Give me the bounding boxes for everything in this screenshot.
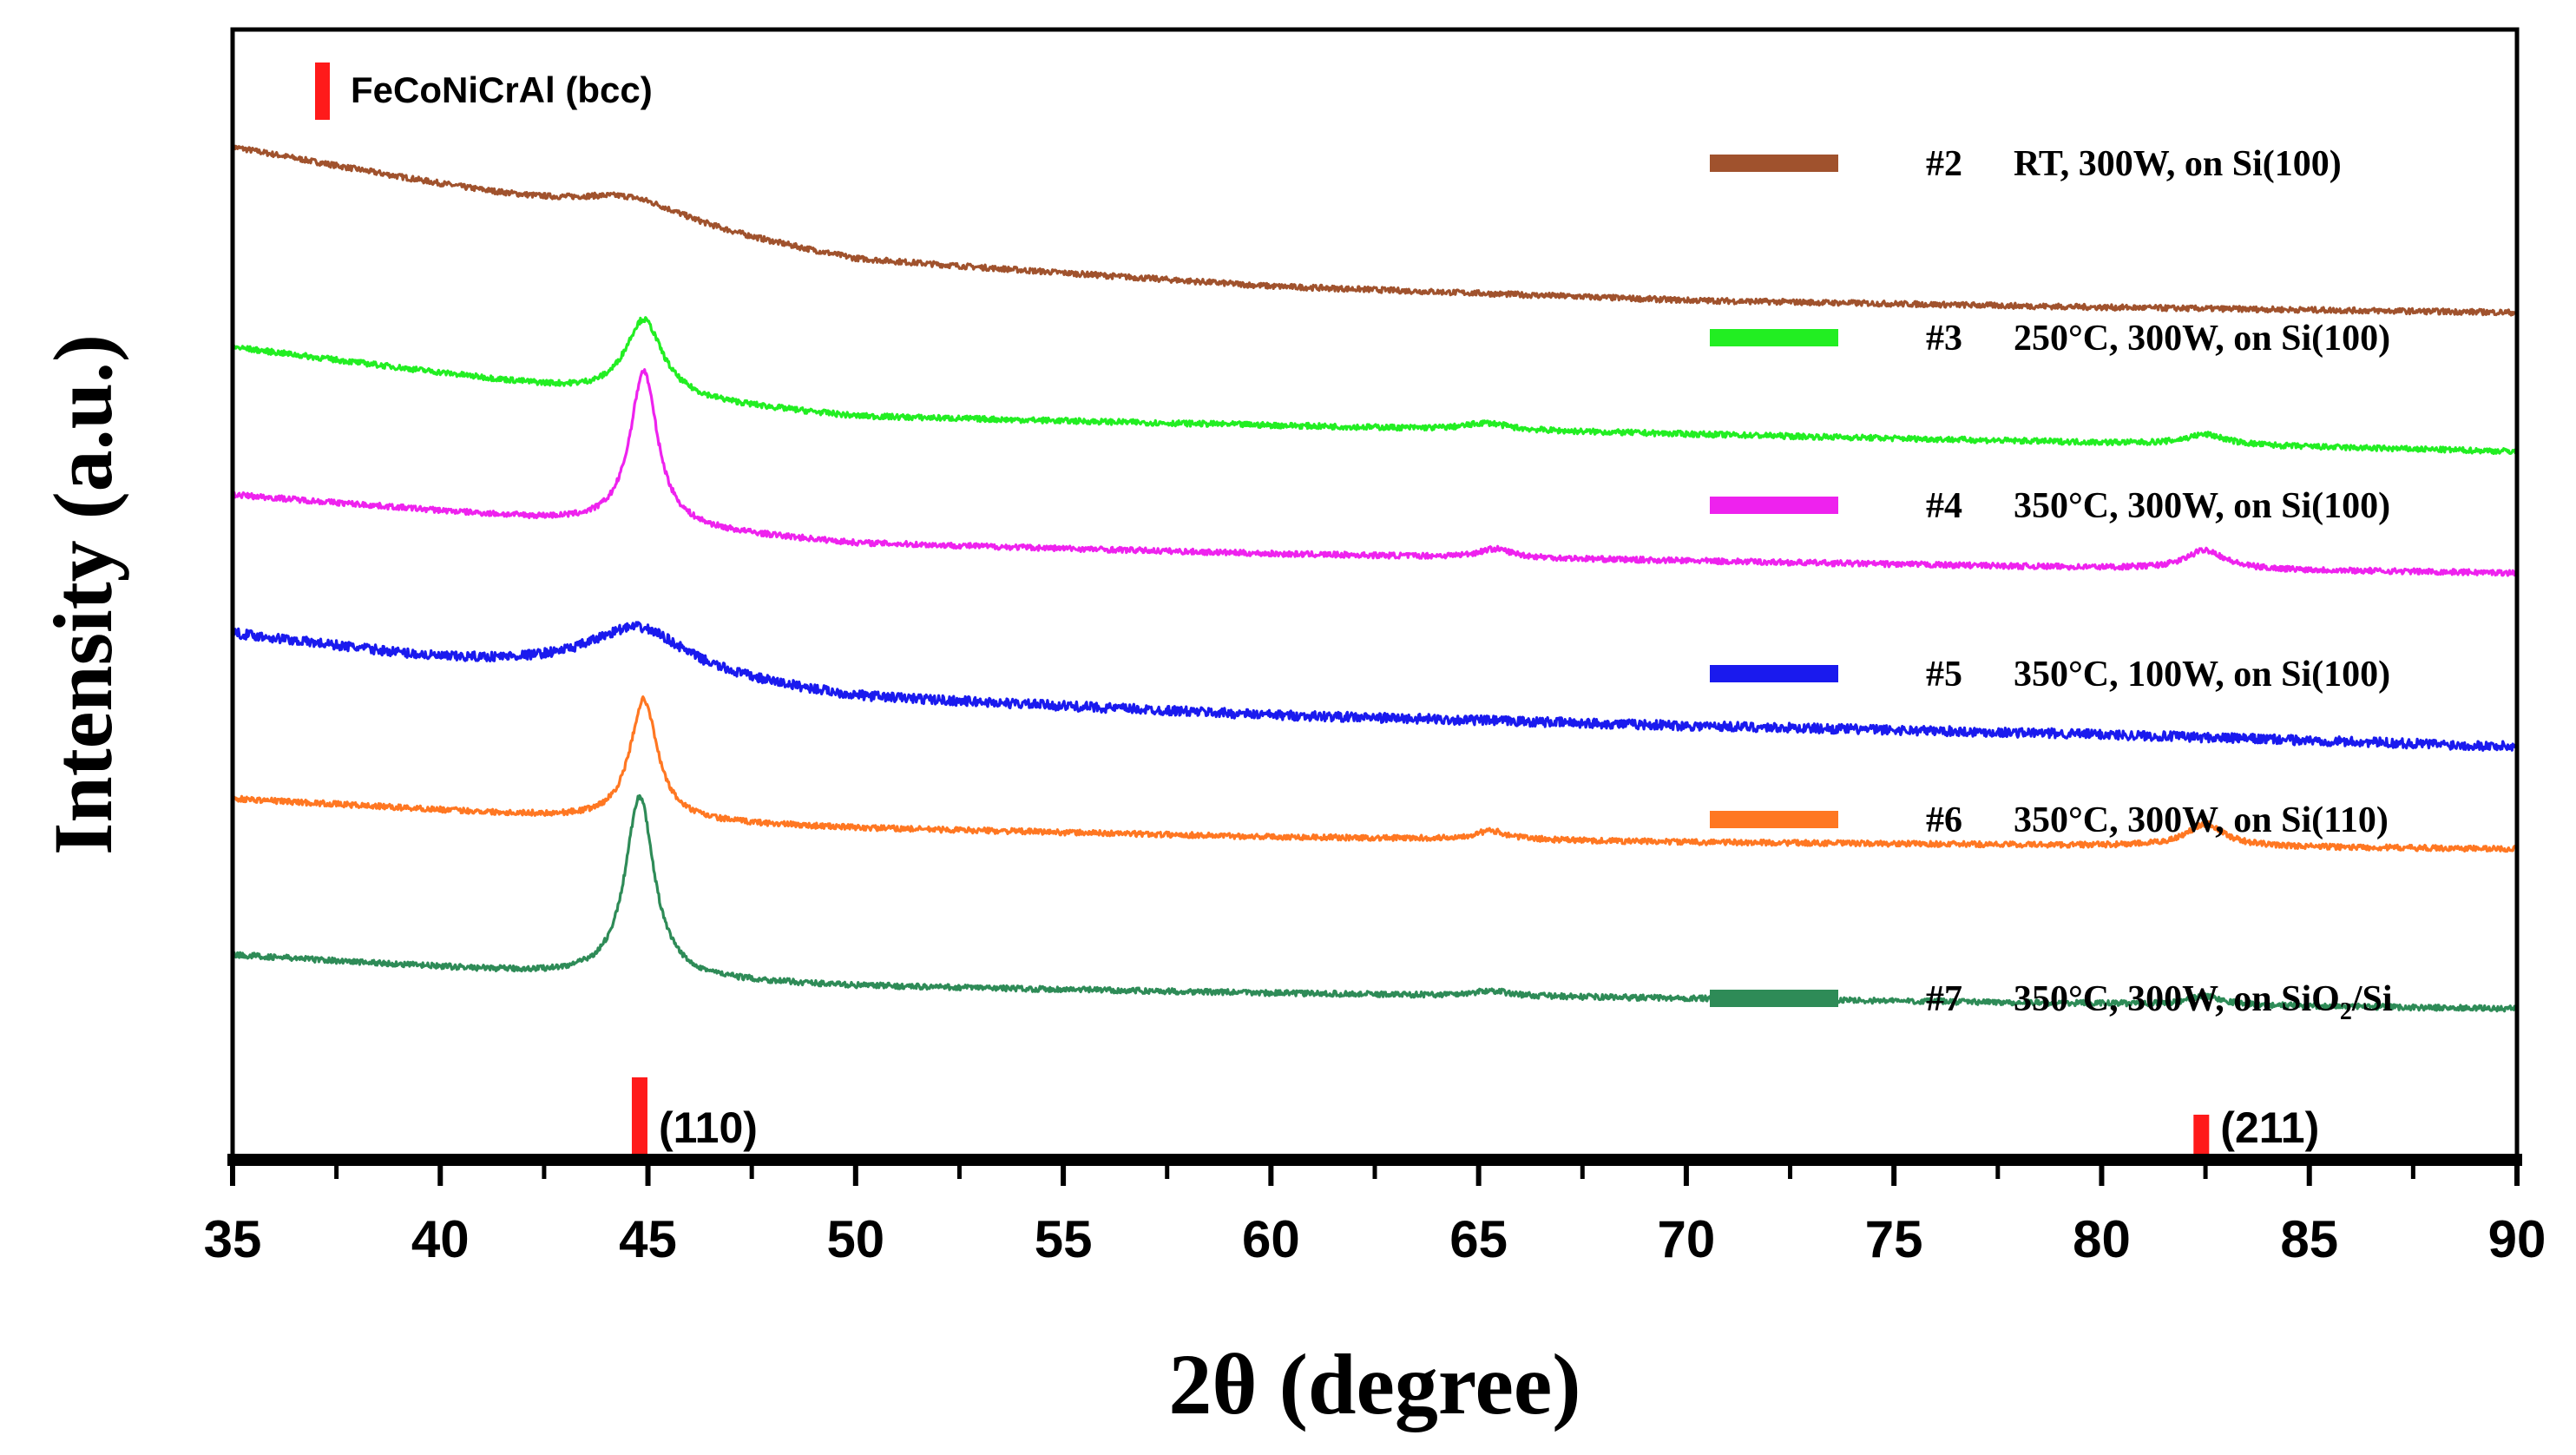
legend-id: #2 — [1926, 144, 1962, 184]
legend-swatch — [1710, 497, 1838, 514]
legend-swatch — [1710, 155, 1838, 172]
x-tick-label: 35 — [204, 1210, 262, 1268]
legend: #2 RT, 300W, on Si(100) #3 250°C, 300W, on … — [1710, 144, 2393, 1025]
x-tick-label: 75 — [1865, 1210, 1923, 1268]
x-tick-label: 65 — [1449, 1210, 1508, 1268]
reference-peak-bar — [631, 1077, 647, 1160]
reference-peaks: FeCoNiCrAl (bcc) (110) (211) — [315, 63, 2319, 1160]
legend-label: 350°C, 300W, on Si(110) — [2014, 800, 2389, 840]
x-tick-label: 45 — [619, 1210, 677, 1268]
x-tick-label: 50 — [826, 1210, 884, 1268]
series-line-3 — [231, 316, 2519, 456]
y-axis-label: Intensity (a.u.) — [36, 334, 129, 855]
legend-swatch — [1710, 665, 1838, 682]
x-tick-label: 70 — [1658, 1210, 1716, 1268]
legend-id: #5 — [1926, 655, 1962, 695]
reference-peak-label: (211) — [2220, 1103, 2319, 1152]
reference-peak-bar — [2193, 1115, 2210, 1160]
x-tick-label: 85 — [2280, 1210, 2338, 1268]
x-axis-label: 2θ (degree) — [1168, 1336, 1580, 1432]
reference-label: FeCoNiCrAl (bcc) — [351, 69, 653, 110]
legend-label: 350°C, 300W, on SiO2/Si — [2014, 979, 2393, 1025]
legend-label: RT, 300W, on Si(100) — [2014, 144, 2342, 184]
legend-label: 350°C, 300W, on Si(100) — [2014, 486, 2390, 526]
series-line-7 — [231, 793, 2519, 1013]
series-line-6 — [231, 695, 2519, 853]
series-line-2 — [231, 143, 2519, 317]
legend-label: 250°C, 300W, on Si(100) — [2014, 319, 2390, 359]
reference-marker-swatch — [315, 63, 330, 120]
legend-id: #6 — [1926, 800, 1962, 840]
x-tick-label: 80 — [2073, 1210, 2131, 1268]
x-tick-label: 60 — [1242, 1210, 1300, 1268]
legend-id: #7 — [1926, 979, 1962, 1019]
legend-swatch — [1710, 329, 1838, 346]
x-tick-label: 40 — [411, 1210, 470, 1268]
legend-swatch — [1710, 811, 1838, 828]
x-ticks: 35 40 45 50 55 60 65 70 75 80 85 90 — [204, 1160, 2546, 1268]
x-tick-label: 55 — [1035, 1210, 1093, 1268]
x-tick-label: 90 — [2488, 1210, 2546, 1268]
legend-label: 350°C, 100W, on Si(100) — [2014, 655, 2390, 695]
legend-swatch — [1710, 990, 1838, 1007]
legend-id: #3 — [1926, 319, 1962, 359]
legend-id: #4 — [1926, 486, 1962, 526]
series-line-4 — [231, 368, 2519, 577]
series-layer — [231, 143, 2519, 1013]
reference-peak-label: (110) — [659, 1103, 758, 1152]
series-line-5 — [231, 621, 2519, 752]
